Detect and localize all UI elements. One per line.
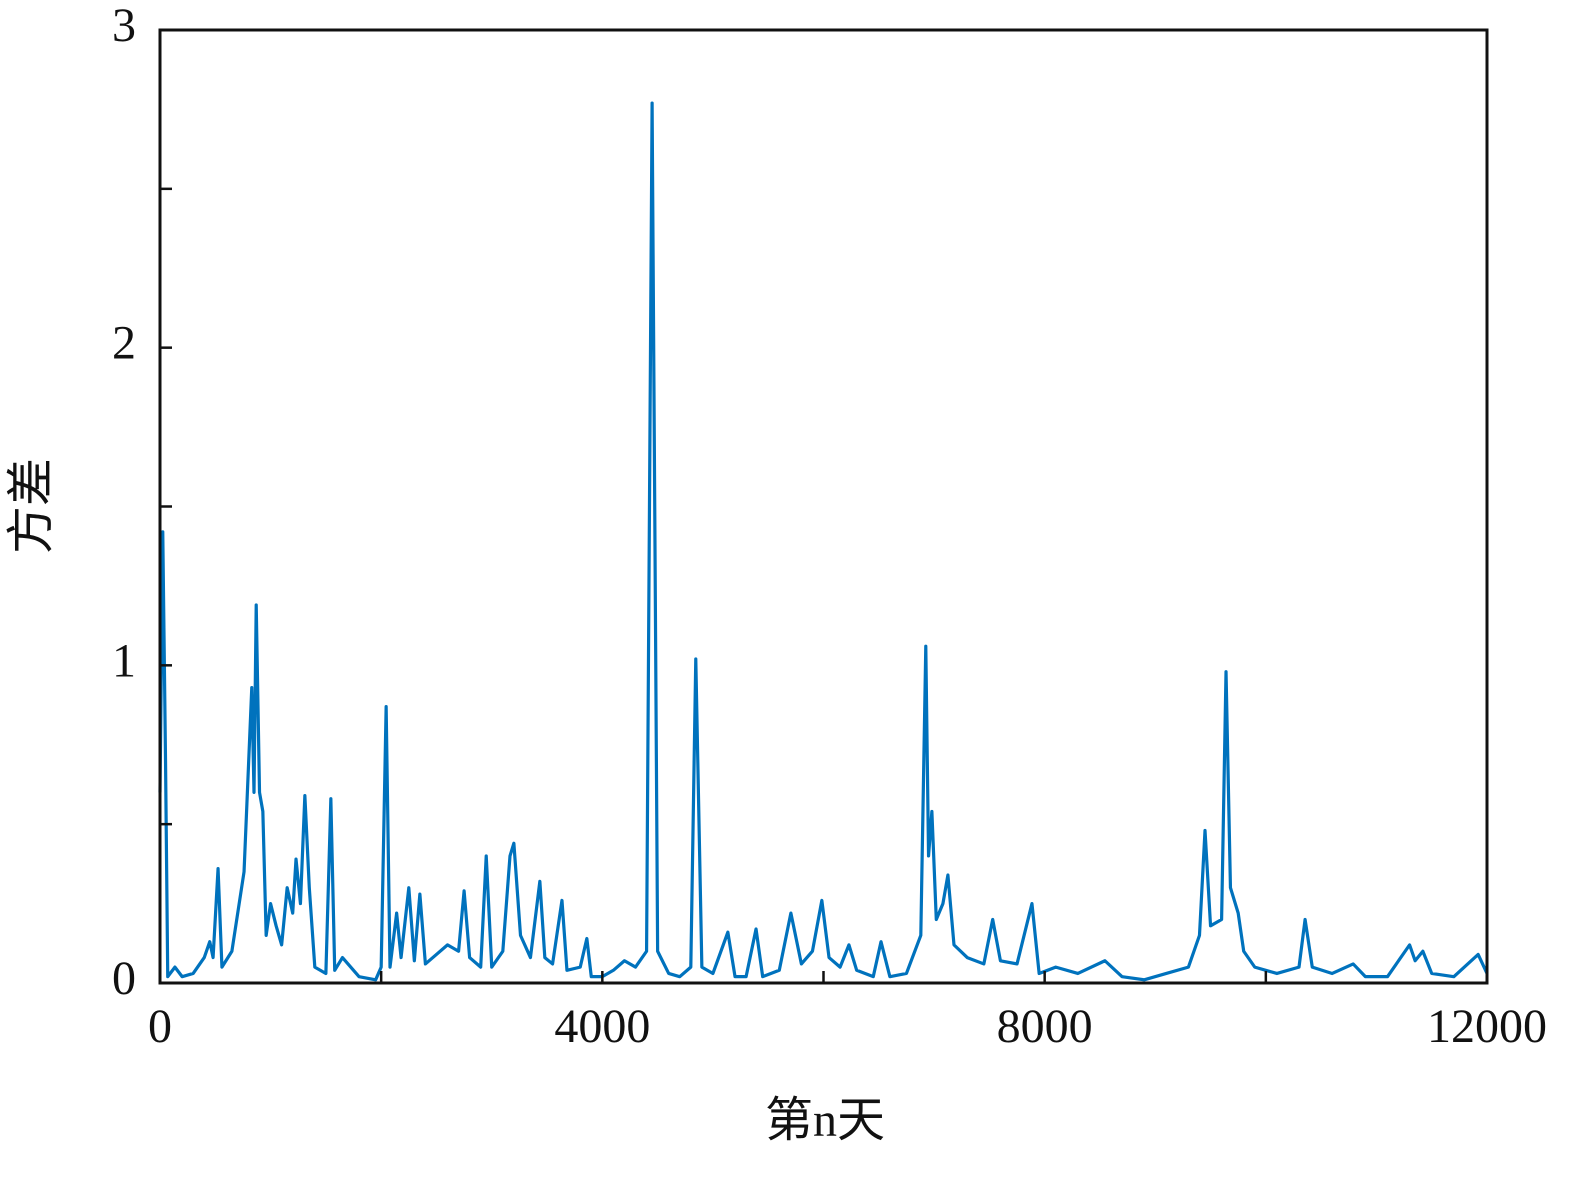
y-tick-label: 3 xyxy=(112,0,136,52)
x-axis-label: 第n天 xyxy=(765,1094,885,1147)
y-tick-label: 1 xyxy=(112,634,136,687)
x-tick-label: 0 xyxy=(148,1000,172,1053)
y-axis-label: 方差 xyxy=(5,458,58,554)
plot-frame xyxy=(158,28,1489,985)
x-tick-label: 12000 xyxy=(1427,1000,1547,1053)
y-tick-label: 0 xyxy=(112,952,136,1005)
data-line xyxy=(158,101,1489,982)
x-tick-label: 4000 xyxy=(554,1000,650,1053)
x-tick-label: 8000 xyxy=(997,1000,1093,1053)
y-tick-label: 2 xyxy=(112,317,136,370)
